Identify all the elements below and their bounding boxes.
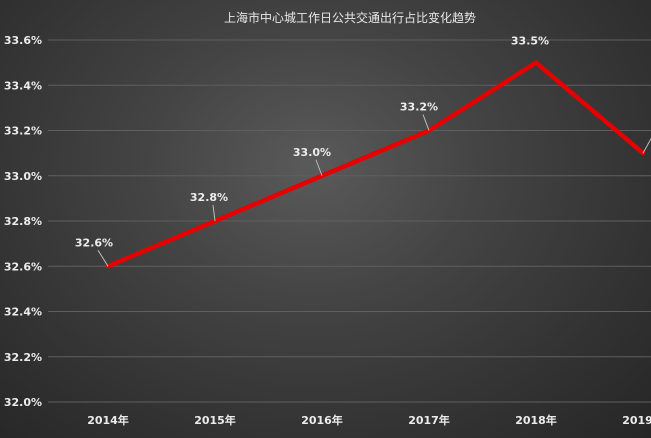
data-labels: 32.6%32.8%33.0%33.2%33.5%33.1% [75,35,651,267]
data-label: 33.2% [400,101,438,114]
data-label-leader [642,137,651,154]
gridlines [48,39,651,403]
y-tick-label: 32.4% [4,306,42,319]
data-label-leader [315,159,323,176]
data-label: 33.0% [293,146,331,159]
y-tick-label: 32.0% [4,396,42,409]
x-axis-ticks: 2014年 2015年 2016年 2017年 2018年 2019年 [87,413,651,427]
series-line [107,59,645,269]
x-tick-label: 2018年 [515,413,557,427]
series-line-layer [106,59,645,269]
data-label: 32.8% [190,191,228,204]
x-tick-label: 2016年 [301,413,343,427]
chart-title: 上海市中心城工作日公共交通出行占比变化趋势 [224,10,476,25]
data-label-leader [212,204,216,222]
data-point [534,60,538,65]
y-tick-label: 33.4% [4,79,42,92]
x-tick-label: 2017年 [408,413,450,427]
data-label: 32.6% [75,236,113,249]
y-tick-label: 33.2% [4,125,42,138]
y-tick-label: 32.2% [4,351,42,364]
y-axis-ticks: 32.0% 32.2% 32.4% 32.6% 32.8% 33.0% 33.2% 33.4%… [4,34,42,409]
y-tick-label: 33.6% [4,34,42,47]
y-tick-label: 33.0% [4,170,42,183]
data-label: 33.5% [511,35,549,48]
x-tick-label: 2015年 [194,413,236,427]
x-tick-label: 2014年 [87,413,129,427]
data-label-leader [97,249,109,267]
data-label-leader [422,114,430,131]
y-tick-label: 32.6% [4,260,42,273]
x-tick-label: 2019年 [622,413,651,427]
y-tick-label: 32.8% [4,215,42,228]
